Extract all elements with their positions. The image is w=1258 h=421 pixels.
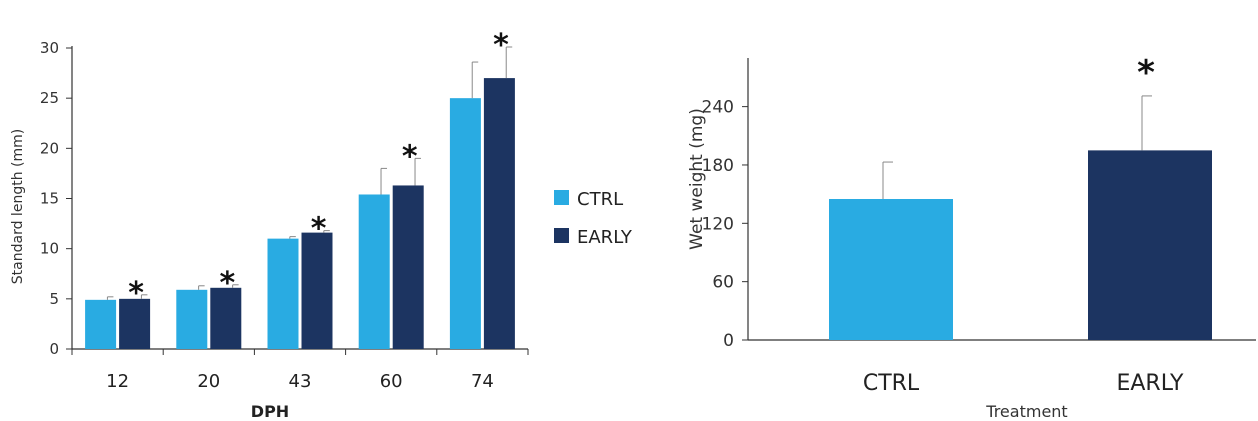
bar-ctrl-12 <box>85 299 117 349</box>
x-tick-label: 20 <box>197 371 220 392</box>
x-tick-label: 74 <box>471 371 494 392</box>
bar-ctrl <box>829 199 953 340</box>
significance-star: * <box>402 139 418 174</box>
x-tick-label: 43 <box>289 371 312 392</box>
y-tick-label: 60 <box>712 273 734 293</box>
y-tick-label: 180 <box>702 156 734 176</box>
y-axis-title: Wet weight (mg) <box>687 108 707 250</box>
bar-early-60 <box>392 185 424 349</box>
significance-star: * <box>493 28 509 63</box>
y-tick-label: 0 <box>723 331 734 351</box>
bar-ctrl-20 <box>176 289 208 349</box>
x-tick-label: 60 <box>380 371 403 392</box>
significance-star: * <box>128 276 144 311</box>
y-tick-label: 240 <box>702 98 734 118</box>
x-tick-label: CTRL <box>863 371 920 396</box>
y-tick-label: 30 <box>40 39 59 57</box>
legend: CTRL EARLY <box>554 189 633 248</box>
chart-wet-weight: 0 60 120 180 240 CTRL * EARLY Treatment Wet weigh… <box>687 53 1256 421</box>
bar-early-74 <box>483 78 515 349</box>
significance-star: * <box>219 266 235 301</box>
y-tick-label: 20 <box>40 139 59 157</box>
significance-star: * <box>311 212 327 247</box>
legend-swatch-early <box>554 228 569 243</box>
bar-early-20 <box>210 287 242 349</box>
chart-standard-length: 0 5 10 15 20 25 30 * 12 * 20 * 43 * 60 * 74 DPH Standard l… <box>10 28 529 421</box>
legend-swatch-ctrl <box>554 190 569 205</box>
significance-star: * <box>1137 53 1155 93</box>
y-axis-title: Standard length (mm) <box>10 129 26 284</box>
bar-ctrl-43 <box>267 238 299 349</box>
x-tick-label: EARLY <box>1116 371 1184 396</box>
bar-early-12 <box>119 298 151 349</box>
y-tick-label: 0 <box>49 340 59 358</box>
x-axis-title: DPH <box>251 402 289 421</box>
y-tick-label: 15 <box>40 190 59 208</box>
y-tick-label: 120 <box>702 214 734 234</box>
bar-early <box>1088 150 1212 340</box>
bar-ctrl-74 <box>449 98 481 350</box>
y-tick-label: 5 <box>49 290 59 308</box>
y-tick-label: 10 <box>40 240 59 258</box>
legend-label-early: EARLY <box>577 227 633 248</box>
legend-label-ctrl: CTRL <box>577 189 623 210</box>
x-axis-title: Treatment <box>985 402 1067 421</box>
x-tick-label: 12 <box>106 371 129 392</box>
bar-early-43 <box>301 232 333 349</box>
bar-ctrl-60 <box>358 194 390 349</box>
y-tick-label: 25 <box>40 89 59 107</box>
